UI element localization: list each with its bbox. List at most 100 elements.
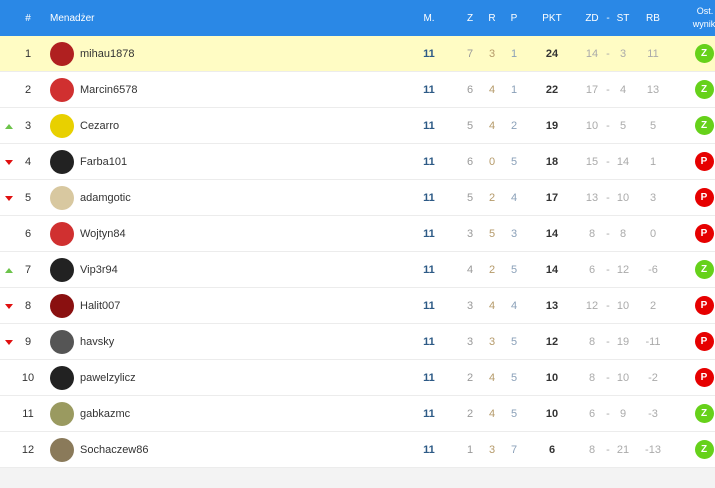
last-result-badge[interactable]: Z [694, 440, 714, 459]
goals-against: 10 [616, 371, 630, 384]
rank: 2 [24, 83, 32, 96]
last-result-badge[interactable]: P [694, 332, 714, 351]
avatar[interactable] [50, 294, 74, 318]
draws: 2 [488, 263, 496, 276]
matches: 11 [423, 83, 435, 96]
points: 10 [545, 407, 559, 420]
goals-against: 9 [619, 407, 627, 420]
manager-name[interactable]: Wojtyn84 [80, 227, 126, 240]
rank: 11 [22, 407, 34, 420]
dash: - [606, 371, 610, 384]
table-row[interactable]: 12 Sochaczew86 11 1 3 7 6 8-21 -13 Z [0, 432, 715, 468]
table-row[interactable]: 10 pawelzylicz 11 2 4 5 10 8-10 -2 P [0, 360, 715, 396]
last-result-badge[interactable]: Z [694, 260, 714, 279]
last-result-badge[interactable]: Z [694, 80, 714, 99]
matches: 11 [423, 119, 435, 132]
matches: 11 [423, 227, 435, 240]
losses: 1 [510, 47, 518, 60]
rank: 9 [24, 335, 32, 348]
points: 22 [545, 83, 559, 96]
goals-for: 6 [588, 263, 596, 276]
manager-name[interactable]: Halit007 [80, 299, 121, 312]
matches: 11 [423, 443, 435, 456]
header-rank: # [25, 12, 31, 24]
wins: 5 [466, 191, 474, 204]
losses: 4 [510, 299, 518, 312]
draws: 4 [488, 407, 496, 420]
goal-diff: 3 [649, 191, 657, 204]
header-last-results: Ost. wyniki [692, 6, 715, 29]
last-result-badge[interactable]: P [694, 368, 714, 387]
table-row[interactable]: 5 adamgotic 11 5 2 4 17 13-10 3 P [0, 180, 715, 216]
avatar[interactable] [50, 402, 74, 426]
avatar[interactable] [50, 366, 74, 390]
goal-diff: 1 [649, 155, 657, 168]
draws: 4 [488, 371, 496, 384]
matches: 11 [423, 299, 435, 312]
header-dash: - [606, 12, 610, 24]
manager-name[interactable]: Vip3r94 [80, 263, 118, 276]
last-result-badge[interactable]: Z [694, 44, 714, 63]
table-row[interactable]: 8 Halit007 11 3 4 4 13 12-10 2 P [0, 288, 715, 324]
goals-for: 8 [588, 335, 596, 348]
table-row[interactable]: 11 gabkazmc 11 2 4 5 10 6-9 -3 Z [0, 396, 715, 432]
table-row[interactable]: 1 mihau1878 11 7 3 1 24 14-3 11 Z [0, 36, 715, 72]
goal-diff: -3 [648, 407, 658, 420]
goal-diff: 0 [649, 227, 657, 240]
goal-diff: -11 [645, 335, 661, 348]
header-losses: P [510, 12, 518, 24]
manager-name[interactable]: mihau1878 [80, 47, 135, 60]
draws: 3 [488, 335, 496, 348]
table-row[interactable]: 3 Cezarro 11 5 4 2 19 10-5 5 Z [0, 108, 715, 144]
manager-name[interactable]: Marcin6578 [80, 83, 138, 96]
avatar[interactable] [50, 258, 74, 282]
goals-for: 6 [588, 407, 596, 420]
table-row[interactable]: 6 Wojtyn84 11 3 5 3 14 8-8 0 P [0, 216, 715, 252]
points: 14 [545, 263, 559, 276]
dash: - [606, 119, 610, 132]
rank: 6 [24, 227, 32, 240]
draws: 2 [488, 191, 496, 204]
avatar[interactable] [50, 330, 74, 354]
header-manager: Menadżer [50, 12, 95, 24]
dash: - [606, 407, 610, 420]
wins: 2 [466, 371, 474, 384]
manager-name[interactable]: adamgotic [80, 191, 131, 204]
points: 12 [545, 335, 559, 348]
avatar[interactable] [50, 42, 74, 66]
last-result-badge[interactable]: P [694, 296, 714, 315]
manager-name[interactable]: havsky [80, 335, 115, 348]
avatar[interactable] [50, 186, 74, 210]
last-result-badge[interactable]: P [694, 188, 714, 207]
last-result-badge[interactable]: P [694, 152, 714, 171]
manager-name[interactable]: Cezarro [80, 119, 120, 132]
draws: 3 [488, 443, 496, 456]
losses: 5 [510, 335, 518, 348]
wins: 3 [466, 299, 474, 312]
trend-up-icon [5, 124, 13, 129]
manager-name[interactable]: Sochaczew86 [80, 443, 149, 456]
table-row[interactable]: 9 havsky 11 3 3 5 12 8-19 -11 P [0, 324, 715, 360]
last-result-badge[interactable]: Z [694, 116, 714, 135]
avatar[interactable] [50, 114, 74, 138]
manager-name[interactable]: pawelzylicz [80, 371, 136, 384]
goals-for: 8 [588, 227, 596, 240]
trend-down-icon [5, 340, 13, 345]
losses: 2 [510, 119, 518, 132]
points: 24 [545, 47, 559, 60]
avatar[interactable] [50, 150, 74, 174]
table-row[interactable]: 2 Marcin6578 11 6 4 1 22 17-4 13 Z [0, 72, 715, 108]
table-row[interactable]: 4 Farba101 11 6 0 5 18 15-14 1 P [0, 144, 715, 180]
wins: 3 [466, 227, 474, 240]
avatar[interactable] [50, 78, 74, 102]
last-result-badge[interactable]: Z [694, 404, 714, 423]
avatar[interactable] [50, 222, 74, 246]
last-result-badge[interactable]: P [694, 224, 714, 243]
dash: - [606, 263, 610, 276]
manager-name[interactable]: gabkazmc [80, 407, 131, 420]
trend-down-icon [5, 160, 13, 165]
wins: 5 [466, 119, 474, 132]
avatar[interactable] [50, 438, 74, 462]
manager-name[interactable]: Farba101 [80, 155, 128, 168]
table-row[interactable]: 7 Vip3r94 11 4 2 5 14 6-12 -6 Z [0, 252, 715, 288]
